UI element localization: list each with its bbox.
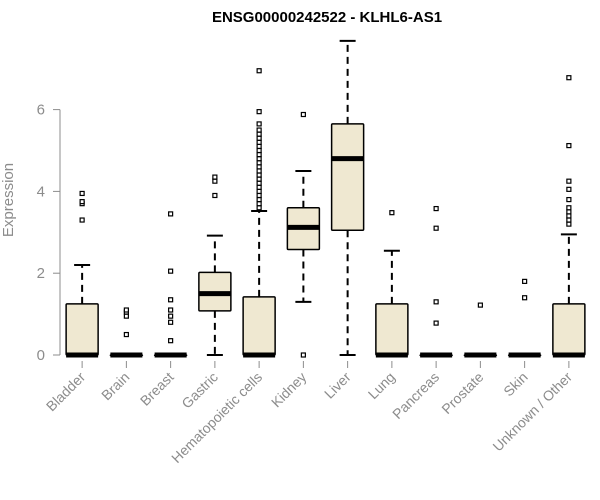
chart-title: ENSG00000242522 - KLHL6-AS1 — [212, 9, 442, 26]
outlier-point — [566, 213, 572, 219]
outlier-point — [433, 299, 439, 305]
outlier-point — [566, 196, 572, 203]
x-tick-label: Liver — [321, 369, 354, 402]
y-tick-label: 0 — [37, 347, 45, 364]
outlier-point — [256, 68, 262, 74]
box-group — [286, 111, 321, 358]
outlier-point — [168, 319, 174, 325]
outlier-point — [79, 217, 85, 223]
outlier-point — [566, 217, 572, 223]
outlier-point — [256, 176, 262, 182]
outlier-point — [79, 199, 85, 205]
outlier-point — [256, 180, 262, 186]
outlier-point — [256, 196, 262, 203]
outlier-point — [566, 178, 572, 184]
outlier-point — [123, 331, 129, 338]
y-tick-label: 4 — [37, 183, 45, 200]
outlier-point — [168, 297, 174, 303]
outlier-point — [256, 201, 262, 207]
outlier-point — [256, 168, 262, 174]
box-group — [109, 307, 144, 358]
box-group — [552, 75, 586, 358]
x-tick-label: Unknown / Other — [489, 369, 575, 455]
outlier-point — [256, 151, 262, 158]
outlier-point — [168, 307, 174, 313]
outlier-point — [256, 147, 262, 154]
outlier-point — [522, 295, 528, 301]
outlier-point — [212, 178, 218, 184]
box-group — [65, 190, 99, 358]
outlier-point — [256, 205, 262, 211]
box-group — [153, 211, 188, 358]
outlier-point — [123, 307, 129, 313]
y-tick-label: 6 — [37, 102, 45, 119]
y-axis-label: Expression — [0, 163, 17, 237]
outlier-point — [168, 338, 174, 344]
box — [552, 303, 586, 356]
outlier-point — [389, 210, 395, 216]
outlier-point — [522, 278, 528, 284]
outlier-point — [212, 174, 218, 180]
outlier-point — [256, 139, 262, 145]
outlier-point — [477, 302, 483, 308]
outlier-point — [433, 205, 439, 212]
outlier-point — [79, 190, 85, 197]
y-tick-label: 2 — [37, 265, 45, 282]
outlier-point — [566, 205, 572, 211]
box-group — [198, 174, 232, 356]
outlier-point — [256, 156, 262, 162]
outlier-point — [566, 221, 572, 227]
outlier-point — [256, 135, 262, 141]
outlier-point — [256, 184, 262, 190]
outlier-point — [566, 186, 572, 192]
x-tick-label: Kidney — [268, 369, 310, 411]
outlier-point — [433, 320, 439, 326]
outlier-point — [256, 172, 262, 178]
box-group — [330, 39, 365, 356]
outlier-point — [168, 313, 174, 319]
outlier-point — [256, 164, 262, 170]
outlier-point — [168, 211, 174, 217]
outlier-point — [256, 143, 262, 150]
x-tick-label: Skin — [500, 369, 531, 400]
box-group — [463, 302, 498, 358]
outlier-point — [566, 209, 572, 215]
x-tick-label: Pancreas — [389, 369, 442, 422]
box — [242, 296, 276, 356]
box-group — [375, 210, 409, 358]
outlier-point — [256, 160, 262, 166]
box-group — [507, 278, 542, 358]
outlier-point — [256, 127, 262, 133]
box-group — [242, 68, 276, 358]
x-tick-label: Breast — [137, 369, 177, 409]
outlier-point — [256, 188, 262, 194]
outlier-point — [168, 268, 174, 274]
box — [330, 123, 365, 232]
x-tick-label: Lung — [365, 369, 398, 402]
x-tick-label: Prostate — [438, 369, 486, 417]
outlier-point — [300, 352, 306, 358]
box-group — [419, 205, 453, 358]
outlier-point — [256, 192, 262, 199]
outlier-point — [256, 109, 262, 115]
x-tick-label: Bladder — [43, 369, 89, 415]
outlier-point — [566, 142, 572, 149]
outlier-point — [433, 225, 439, 231]
outlier-point — [212, 192, 218, 199]
outlier-point — [300, 111, 306, 118]
outlier-point — [566, 75, 572, 81]
x-tick-label: Brain — [98, 369, 132, 403]
outlier-point — [256, 131, 262, 137]
x-tick-label: Gastric — [178, 369, 221, 412]
box — [375, 303, 409, 356]
boxes — [65, 39, 586, 358]
outlier-point — [256, 121, 262, 127]
outlier-point — [123, 313, 129, 319]
box — [65, 303, 99, 356]
